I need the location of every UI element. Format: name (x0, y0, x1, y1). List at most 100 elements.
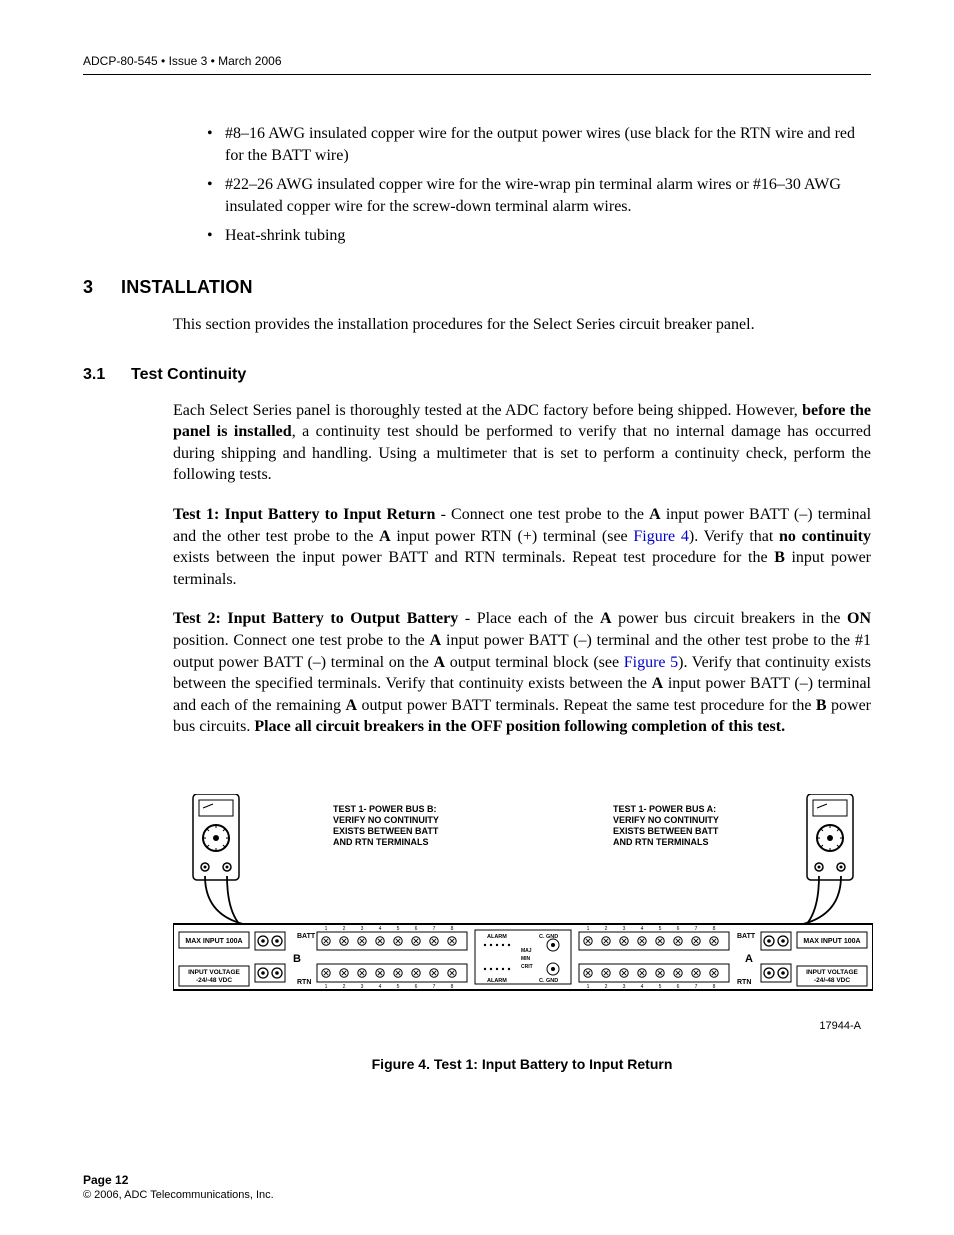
svg-text:2: 2 (343, 926, 346, 932)
svg-text:1: 1 (325, 984, 328, 990)
svg-text:4: 4 (379, 984, 382, 990)
svg-text:BATT: BATT (737, 933, 756, 940)
bold-text: no continuity (779, 528, 871, 545)
svg-text:4: 4 (379, 926, 382, 932)
text: output power BATT terminals. Repeat the … (357, 697, 816, 714)
svg-text:CRIT: CRIT (521, 964, 533, 970)
section-heading-3-1: 3.1Test Continuity (83, 366, 871, 384)
doc-header: ADCP-80-545 • Issue 3 • March 2006 (83, 54, 871, 75)
svg-text:1: 1 (587, 926, 590, 932)
svg-text:6: 6 (677, 984, 680, 990)
section-number: 3.1 (83, 366, 131, 384)
svg-text:5: 5 (397, 926, 400, 932)
svg-text:1: 1 (587, 984, 590, 990)
svg-text:8: 8 (713, 926, 716, 932)
svg-text:8: 8 (451, 926, 454, 932)
svg-text:4: 4 (641, 926, 644, 932)
bold-text: A (649, 506, 661, 523)
svg-text:3: 3 (623, 926, 626, 932)
text: Each Select Series panel is thoroughly t… (173, 402, 802, 419)
svg-text:2: 2 (605, 926, 608, 932)
text: position. Connect one test probe to the (173, 632, 430, 649)
section-heading-3: 3INSTALLATION (83, 277, 871, 298)
section3-intro: This section provides the installation p… (173, 314, 871, 336)
bold-text: A (379, 528, 391, 545)
bold-text: A (434, 654, 446, 671)
svg-text:B: B (293, 953, 301, 965)
list-item: #8–16 AWG insulated copper wire for the … (203, 123, 871, 166)
svg-text:MAX INPUT 100A: MAX INPUT 100A (803, 938, 860, 945)
p-3-1-intro: Each Select Series panel is thoroughly t… (173, 400, 871, 486)
svg-text:-24/-48 VDC: -24/-48 VDC (814, 977, 850, 984)
svg-text:BATT: BATT (297, 933, 316, 940)
bold-text: A (430, 632, 442, 649)
bold-text: Place all circuit breakers in the OFF po… (254, 718, 785, 735)
text: input power RTN (+) terminal (see (391, 528, 634, 545)
svg-text:3: 3 (361, 926, 364, 932)
text: ). Verify that (689, 528, 779, 545)
svg-text:RTN: RTN (737, 979, 751, 986)
text: exists between the input power BATT and … (173, 549, 774, 566)
svg-text:1: 1 (325, 926, 328, 932)
svg-text:TEST 1- POWER BUS A:: TEST 1- POWER BUS A: VERIFY NO CONTINUIT… (613, 804, 721, 847)
svg-text:6: 6 (415, 926, 418, 932)
bold-text: B (774, 549, 785, 566)
figure-svg: TEST 1- POWER BUS B: VERIFY NO CONTINUIT… (173, 794, 871, 1014)
figure-5-link[interactable]: Figure 5 (624, 654, 678, 671)
svg-text:RTN: RTN (297, 979, 311, 986)
bold-text: ON (847, 610, 871, 627)
p-test1: Test 1: Input Battery to Input Return - … (173, 504, 871, 590)
figure-caption: Figure 4. Test 1: Input Battery to Input… (173, 1056, 871, 1072)
svg-text:3: 3 (623, 984, 626, 990)
svg-text:2: 2 (343, 984, 346, 990)
svg-text:INPUT VOLTAGE: INPUT VOLTAGE (188, 969, 240, 976)
list-item: Heat-shrink tubing (203, 225, 871, 247)
page-footer: Page 12 © 2006, ADC Telecommunications, … (83, 1173, 274, 1201)
svg-text:8: 8 (451, 984, 454, 990)
svg-text:6: 6 (415, 984, 418, 990)
section-title: Test Continuity (131, 366, 246, 383)
svg-text:-24/-48 VDC: -24/-48 VDC (196, 977, 232, 984)
list-item: #22–26 AWG insulated copper wire for the… (203, 174, 871, 217)
svg-text:C. GND: C. GND (539, 978, 558, 984)
svg-text:2: 2 (605, 984, 608, 990)
p-test2: Test 2: Input Battery to Output Battery … (173, 608, 871, 738)
bold-text: B (816, 697, 827, 714)
figure-4-link[interactable]: Figure 4 (633, 528, 689, 545)
test1-label: Test 1: Input Battery to Input Return (173, 506, 435, 523)
bold-text: A (652, 675, 664, 692)
svg-text:5: 5 (659, 926, 662, 932)
svg-text:MAX INPUT 100A: MAX INPUT 100A (185, 938, 242, 945)
svg-text:A: A (745, 953, 753, 965)
svg-text:5: 5 (397, 984, 400, 990)
svg-text:8: 8 (713, 984, 716, 990)
materials-list: #8–16 AWG insulated copper wire for the … (203, 123, 871, 247)
figure-4: TEST 1- POWER BUS B: VERIFY NO CONTINUIT… (173, 794, 871, 1072)
svg-text:TEST 1- POWER BUS B:: TEST 1- POWER BUS B: VERIFY NO CONTINUIT… (333, 804, 441, 847)
section-number: 3 (83, 277, 121, 298)
svg-text:ALARM: ALARM (487, 934, 507, 940)
svg-text:4: 4 (641, 984, 644, 990)
svg-text:7: 7 (695, 984, 698, 990)
figure-id: 17944-A (173, 1020, 861, 1032)
svg-text:7: 7 (695, 926, 698, 932)
bold-text: A (600, 610, 612, 627)
svg-text:3: 3 (361, 984, 364, 990)
text: power bus circuit breakers in the (612, 610, 847, 627)
svg-text:ALARM: ALARM (487, 978, 507, 984)
svg-text:MIN: MIN (521, 956, 531, 962)
page-number: Page 12 (83, 1173, 274, 1187)
copyright: © 2006, ADC Telecommunications, Inc. (83, 1189, 274, 1201)
bold-text: A (345, 697, 357, 714)
svg-text:MAJ: MAJ (521, 948, 532, 954)
svg-text:INPUT VOLTAGE: INPUT VOLTAGE (806, 969, 858, 976)
svg-text:6: 6 (677, 926, 680, 932)
svg-text:5: 5 (659, 984, 662, 990)
test2-label: Test 2: Input Battery to Output Battery (173, 610, 458, 627)
text: output terminal block (see (445, 654, 624, 671)
text: - Connect one test probe to the (435, 506, 649, 523)
section-title: INSTALLATION (121, 277, 253, 297)
svg-text:7: 7 (433, 984, 436, 990)
svg-text:7: 7 (433, 926, 436, 932)
text: - Place each of the (458, 610, 600, 627)
